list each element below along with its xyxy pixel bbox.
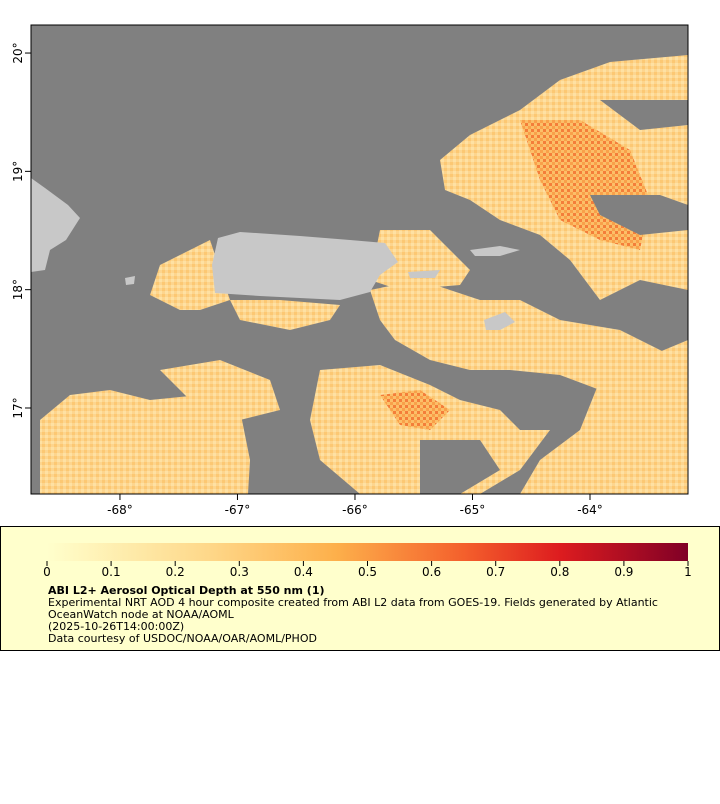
colorbar-tick-label: 0.5 [358,565,377,579]
y-tick-label: 18° [11,279,25,300]
x-tick-label: -65° [460,503,486,517]
x-tick-label: -67° [225,503,251,517]
legend-title: ABI L2+ Aerosol Optical Depth at 550 nm … [48,584,325,597]
y-tick-label: 19° [11,161,25,182]
colorbar-tick-label: 0.3 [230,565,249,579]
map-field [31,25,688,494]
y-tick-label: 20° [11,42,25,63]
colorbar-tick-label: 0.7 [486,565,505,579]
colorbar-tick-label: 0.4 [294,565,313,579]
colorbar-tick-label: 0.1 [102,565,121,579]
x-tick-label: -66° [342,503,368,517]
colorbar-tick-label: 1 [684,565,692,579]
legend-line: OceanWatch node at NOAA/AOML [48,608,235,621]
colorbar [47,543,688,561]
colorbar-tick-label: 0.8 [550,565,569,579]
legend-line: (2025-10-26T14:00:00Z) [48,620,184,633]
y-tick-label: 17° [11,397,25,418]
colorbar-tick-label: 0.6 [422,565,441,579]
colorbar-tick-label: 0.2 [166,565,185,579]
legend-line: Experimental NRT AOD 4 hour composite cr… [48,596,658,609]
x-tick-label: -68° [107,503,133,517]
map-frame [30,24,689,495]
colorbar-tick-label: 0.9 [614,565,633,579]
legend-line: Data courtesy of USDOC/NOAA/OAR/AOML/PHO… [48,632,317,645]
colorbar-tick-label: 0 [43,565,51,579]
x-tick-label: -64° [577,503,603,517]
